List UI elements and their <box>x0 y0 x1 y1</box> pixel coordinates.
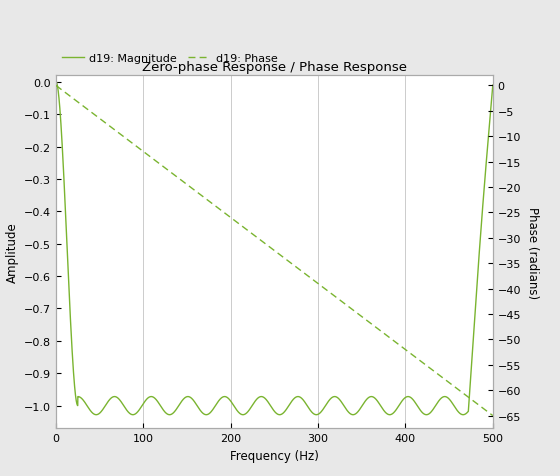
d19: Phase: (500, -65): Phase: (500, -65) <box>489 413 496 418</box>
Line: d19: Magnitude: d19: Magnitude <box>56 83 493 415</box>
d19: Magnitude: (466, -1.03): Magnitude: (466, -1.03) <box>460 412 466 417</box>
d19: Magnitude: (214, -1.03): Magnitude: (214, -1.03) <box>240 412 246 417</box>
d19: Phase: (0, -0): Phase: (0, -0) <box>53 83 59 89</box>
X-axis label: Frequency (Hz): Frequency (Hz) <box>230 449 319 462</box>
Y-axis label: Phase (radians): Phase (radians) <box>526 206 539 298</box>
Legend: d19: Magnitude, d19: Phase: d19: Magnitude, d19: Phase <box>62 54 278 64</box>
Title: Zero-phase Response / Phase Response: Zero-phase Response / Phase Response <box>142 60 407 74</box>
d19: Phase: (363, -47.2): Phase: (363, -47.2) <box>370 323 377 328</box>
d19: Phase: (460, -59.8): Phase: (460, -59.8) <box>454 387 461 392</box>
Line: d19: Phase: d19: Phase <box>56 86 493 416</box>
d19: Phase: (238, -30.9): Phase: (238, -30.9) <box>260 240 267 246</box>
d19: Magnitude: (363, -0.974): Magnitude: (363, -0.974) <box>370 395 377 400</box>
d19: Phase: (214, -27.8): Phase: (214, -27.8) <box>240 225 246 230</box>
d19: Magnitude: (0, -0): Magnitude: (0, -0) <box>53 80 59 86</box>
d19: Magnitude: (500, -0.0102): Magnitude: (500, -0.0102) <box>489 83 496 89</box>
Y-axis label: Amplitude: Amplitude <box>6 222 18 283</box>
d19: Magnitude: (210, -1.02): Magnitude: (210, -1.02) <box>236 410 243 416</box>
d19: Phase: (210, -27.3): Phase: (210, -27.3) <box>236 222 243 228</box>
d19: Magnitude: (460, -1.02): Magnitude: (460, -1.02) <box>454 408 461 414</box>
d19: Phase: (485, -63): Phase: (485, -63) <box>476 403 483 408</box>
d19: Magnitude: (238, -0.974): Magnitude: (238, -0.974) <box>260 395 267 400</box>
d19: Magnitude: (485, -0.518): Magnitude: (485, -0.518) <box>476 247 483 253</box>
